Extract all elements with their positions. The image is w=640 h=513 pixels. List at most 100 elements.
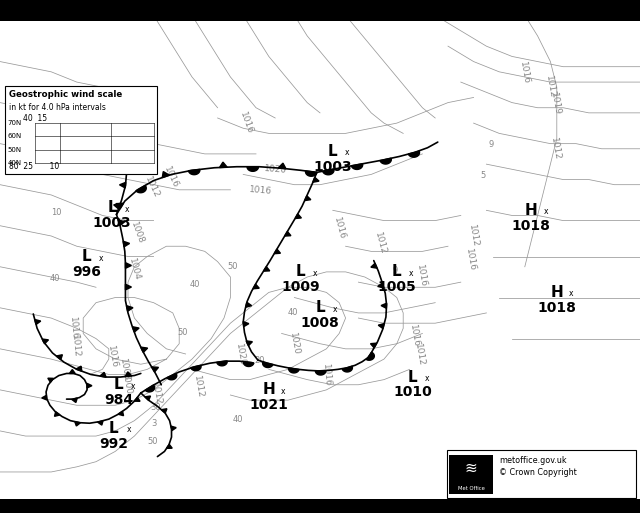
Text: in kt for 4.0 hPa intervals: in kt for 4.0 hPa intervals bbox=[9, 103, 106, 112]
Text: 1021: 1021 bbox=[250, 398, 288, 412]
Text: x: x bbox=[332, 305, 337, 314]
Polygon shape bbox=[42, 339, 49, 344]
Polygon shape bbox=[76, 366, 82, 371]
Text: L: L bbox=[107, 200, 117, 215]
Text: Forecast chart (T+24) Valid 18 UTC Mon 06 MAY 2024: Forecast chart (T+24) Valid 18 UTC Mon 0… bbox=[10, 10, 204, 17]
Text: L: L bbox=[328, 144, 338, 159]
Polygon shape bbox=[116, 203, 124, 209]
Text: 1012: 1012 bbox=[413, 343, 426, 367]
Text: 50N: 50N bbox=[8, 147, 22, 153]
Text: H: H bbox=[262, 382, 275, 398]
Text: 1012: 1012 bbox=[150, 382, 163, 406]
Text: 1016: 1016 bbox=[106, 344, 118, 369]
Bar bbox=[0, 499, 640, 513]
Text: 996: 996 bbox=[72, 265, 101, 279]
Text: 1010: 1010 bbox=[394, 385, 432, 400]
Polygon shape bbox=[152, 367, 159, 372]
Text: 1012: 1012 bbox=[467, 224, 480, 248]
Polygon shape bbox=[125, 372, 132, 377]
Polygon shape bbox=[125, 284, 131, 290]
Text: 1008: 1008 bbox=[301, 316, 339, 330]
Text: x: x bbox=[99, 253, 104, 263]
Text: 1016: 1016 bbox=[249, 185, 273, 196]
Bar bbox=[449, 455, 493, 494]
Text: 30: 30 bbox=[150, 403, 161, 412]
Text: 1016: 1016 bbox=[408, 324, 421, 348]
Polygon shape bbox=[100, 372, 106, 377]
Text: 984: 984 bbox=[104, 393, 133, 407]
Text: x: x bbox=[345, 148, 350, 157]
Polygon shape bbox=[278, 163, 286, 169]
Polygon shape bbox=[120, 161, 126, 167]
Polygon shape bbox=[220, 162, 227, 168]
Text: 1009: 1009 bbox=[282, 280, 320, 294]
Polygon shape bbox=[134, 397, 140, 401]
Polygon shape bbox=[247, 167, 259, 171]
Text: x: x bbox=[409, 269, 414, 278]
Text: L: L bbox=[109, 421, 119, 436]
Text: x: x bbox=[126, 425, 131, 435]
Text: 1019: 1019 bbox=[549, 91, 562, 116]
Text: H: H bbox=[550, 285, 563, 300]
Polygon shape bbox=[313, 177, 319, 182]
Text: 1008: 1008 bbox=[129, 221, 146, 246]
Polygon shape bbox=[264, 267, 270, 271]
Text: x: x bbox=[425, 374, 430, 383]
Text: 1005: 1005 bbox=[378, 280, 416, 294]
Text: 1016: 1016 bbox=[332, 216, 346, 241]
Polygon shape bbox=[114, 204, 120, 209]
Polygon shape bbox=[305, 171, 317, 176]
Polygon shape bbox=[378, 324, 384, 328]
Text: 1016: 1016 bbox=[321, 364, 332, 387]
Polygon shape bbox=[35, 320, 41, 325]
Text: L: L bbox=[296, 264, 306, 280]
Text: 1012: 1012 bbox=[374, 231, 388, 256]
Text: 5: 5 bbox=[481, 171, 486, 180]
Polygon shape bbox=[163, 171, 170, 177]
Polygon shape bbox=[132, 327, 139, 332]
Polygon shape bbox=[118, 220, 125, 226]
Text: x: x bbox=[313, 269, 318, 278]
Text: ≋: ≋ bbox=[465, 461, 477, 476]
Text: L: L bbox=[408, 369, 418, 385]
Polygon shape bbox=[253, 284, 259, 289]
Text: 9: 9 bbox=[393, 266, 398, 275]
Polygon shape bbox=[69, 369, 75, 373]
Polygon shape bbox=[274, 249, 280, 254]
Text: 1004: 1004 bbox=[127, 257, 141, 282]
Polygon shape bbox=[56, 354, 63, 360]
Text: 1012: 1012 bbox=[70, 334, 81, 358]
Polygon shape bbox=[191, 365, 201, 371]
Text: Geostrophic wind scale: Geostrophic wind scale bbox=[9, 90, 122, 100]
Polygon shape bbox=[371, 343, 377, 348]
Text: x: x bbox=[281, 387, 286, 396]
Text: 1012: 1012 bbox=[549, 137, 562, 161]
Polygon shape bbox=[141, 347, 148, 352]
Polygon shape bbox=[188, 169, 200, 175]
Text: 1003: 1003 bbox=[314, 160, 352, 174]
Text: 1012: 1012 bbox=[143, 175, 161, 200]
Text: 1016: 1016 bbox=[518, 61, 531, 85]
Text: 50: 50 bbox=[177, 328, 188, 337]
Text: Met Office: Met Office bbox=[458, 486, 484, 491]
Text: x: x bbox=[131, 382, 136, 391]
Text: 1000: 1000 bbox=[120, 371, 132, 396]
Polygon shape bbox=[166, 444, 172, 448]
Polygon shape bbox=[316, 370, 326, 375]
Text: 40: 40 bbox=[288, 308, 298, 318]
Text: 1016: 1016 bbox=[68, 317, 79, 340]
Polygon shape bbox=[342, 366, 353, 372]
Text: 40N: 40N bbox=[8, 160, 22, 166]
Polygon shape bbox=[295, 214, 301, 219]
Polygon shape bbox=[97, 421, 103, 425]
Text: 1020: 1020 bbox=[264, 164, 287, 175]
Polygon shape bbox=[171, 426, 176, 430]
Polygon shape bbox=[145, 385, 154, 392]
Text: 80  25       10: 80 25 10 bbox=[9, 162, 60, 171]
Polygon shape bbox=[114, 96, 120, 102]
Polygon shape bbox=[371, 263, 377, 268]
Text: 70N: 70N bbox=[8, 120, 22, 126]
Polygon shape bbox=[42, 396, 47, 400]
Text: L: L bbox=[113, 377, 124, 392]
Text: x: x bbox=[124, 205, 129, 214]
